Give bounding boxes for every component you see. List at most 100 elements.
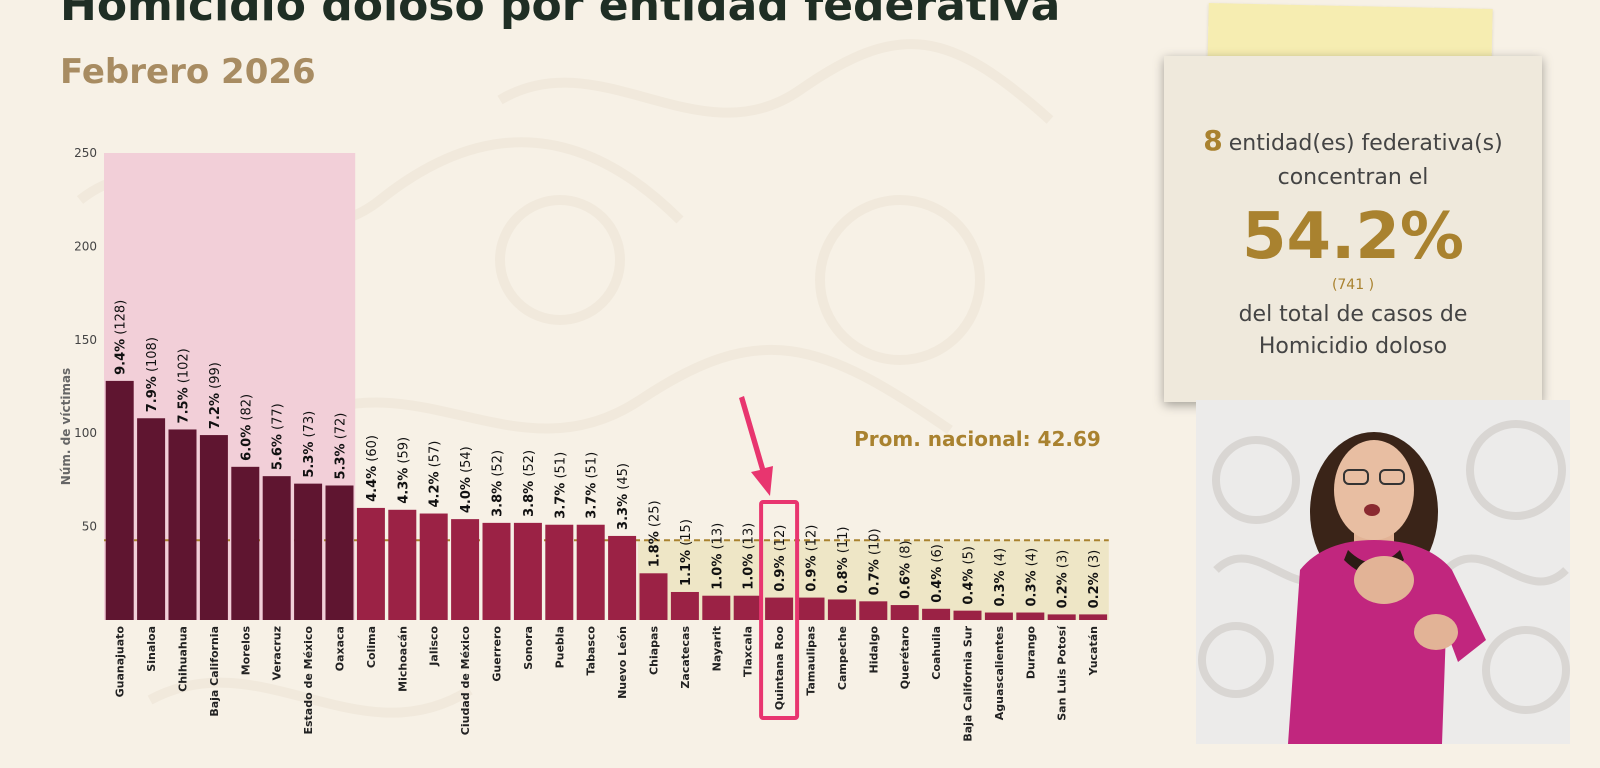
bar: [419, 513, 448, 620]
bar-value-label: 0.7% (10): [867, 528, 882, 595]
bar-percent-label: 4.2%: [428, 471, 443, 507]
bar: [231, 466, 260, 620]
bar-count-label: (72): [334, 413, 349, 444]
x-tick-label: Campeche: [836, 626, 849, 690]
bar-percent-label: 0.9%: [805, 556, 820, 592]
bar: [294, 483, 323, 620]
bar-count-label: (52): [491, 450, 506, 481]
bar-count-label: (52): [522, 450, 537, 481]
x-tick-label: Sinaloa: [145, 626, 158, 672]
bar-count-label: (77): [271, 403, 286, 434]
bar-value-label: 3.8% (52): [491, 450, 506, 517]
bar-value-label: 0.2% (3): [1087, 550, 1102, 609]
bar-percent-label: 0.9%: [773, 556, 788, 592]
bar-count-label: (60): [365, 435, 380, 466]
bar: [1079, 614, 1108, 620]
x-tick-label: Aguascalientes: [993, 626, 1006, 721]
bar: [576, 524, 605, 620]
bar-count-label: (4): [993, 548, 1008, 571]
y-tick-label: 200: [74, 239, 97, 253]
bar-value-label: 4.3% (59): [396, 437, 411, 504]
bar: [765, 597, 794, 620]
bar: [1047, 614, 1076, 620]
bar-count-label: (6): [930, 544, 945, 567]
x-tick-label: Jalisco: [428, 626, 441, 667]
bar-value-label: 7.9% (108): [145, 337, 160, 412]
x-tick-label: Colima: [365, 626, 378, 668]
bar-count-label: (8): [899, 540, 914, 563]
x-tick-label: Durango: [1024, 626, 1037, 680]
bar-percent-label: 4.0%: [459, 477, 474, 513]
bar-percent-label: 0.2%: [1087, 572, 1102, 608]
bar-value-label: 0.9% (12): [805, 525, 820, 592]
bar-percent-label: 5.3%: [334, 443, 349, 479]
x-tick-label: Nayarit: [710, 626, 723, 671]
bar: [608, 535, 637, 620]
x-tick-label: Puebla: [553, 626, 566, 668]
bar: [670, 591, 699, 620]
bar-value-label: 4.0% (54): [459, 446, 474, 513]
bar-percent-label: 1.0%: [742, 554, 757, 590]
bar: [262, 476, 291, 620]
bar-value-label: 1.0% (13): [710, 523, 725, 590]
bar-count-label: (99): [208, 362, 223, 393]
callout-percent: 54.2%: [1241, 200, 1465, 274]
bar-value-label: 0.3% (4): [993, 548, 1008, 607]
x-tick-label: Estado de México: [302, 626, 315, 735]
bar: [199, 435, 228, 620]
bar-count-label: (11): [836, 527, 851, 558]
bar-value-label: 0.2% (3): [1056, 550, 1071, 609]
page-subtitle: Febrero 2026: [60, 52, 316, 92]
bar: [513, 522, 542, 620]
bar-count-label: (12): [773, 525, 788, 556]
bar-percent-label: 4.3%: [396, 468, 411, 504]
bar-count-label: (4): [1024, 548, 1039, 571]
highlight-box: [759, 500, 800, 720]
x-tick-label: Guerrero: [491, 626, 504, 682]
callout-cases: (741 ): [1331, 277, 1375, 293]
bar: [702, 595, 731, 620]
x-tick-label: Tabasco: [585, 626, 598, 676]
bar-value-label: 0.6% (8): [899, 540, 914, 599]
x-tick-label: Coahuila: [930, 626, 943, 680]
bar-percent-label: 0.8%: [836, 557, 851, 593]
bar-count-label: (5): [962, 546, 977, 569]
y-axis-title: Núm. de víctimas: [59, 368, 73, 485]
bar-percent-label: 9.4%: [114, 339, 129, 375]
x-tick-label: Oaxaca: [334, 626, 347, 671]
bar-percent-label: 1.1%: [679, 550, 694, 586]
bar: [796, 597, 825, 620]
x-tick-label: Tamaulipas: [805, 626, 818, 696]
x-tick-label: Baja California Sur: [962, 625, 975, 741]
bar-count-label: (10): [867, 528, 882, 559]
bar-count-label: (13): [710, 523, 725, 554]
x-tick-label: Chihuahua: [177, 626, 190, 692]
bar-count-label: (128): [114, 300, 129, 339]
bar-value-label: 5.6% (77): [271, 403, 286, 470]
bar-chart: 50 100 150 200 250 Núm. de víctimas Prom. naci…: [59, 146, 1109, 742]
bar: [953, 610, 982, 620]
bar-value-label: 3.3% (45): [616, 463, 631, 530]
x-tick-label: Michoacán: [396, 626, 409, 692]
bar-count-label: (51): [553, 452, 568, 483]
bar-count-label: (3): [1056, 550, 1071, 573]
bar: [984, 612, 1013, 620]
bar-count-label: (15): [679, 519, 694, 550]
bar-percent-label: 3.3%: [616, 494, 631, 530]
bar-value-label: 5.3% (72): [334, 413, 349, 480]
bar: [356, 507, 385, 620]
bar-value-label: 0.4% (5): [962, 546, 977, 605]
bar-value-label: 4.2% (57): [428, 441, 443, 508]
x-tick-label: Ciudad de México: [459, 626, 472, 736]
bar-count-label: (59): [396, 437, 411, 468]
bar: [922, 608, 951, 620]
bar-value-label: 5.3% (73): [302, 411, 317, 478]
bar: [388, 509, 417, 620]
bar-count-label: (54): [459, 446, 474, 477]
callout-text-total: del total de casos de: [1238, 302, 1468, 327]
bar-count-label: (82): [239, 394, 254, 425]
bar-percent-label: 0.2%: [1056, 572, 1071, 608]
y-tick-label: 100: [74, 426, 97, 440]
x-tick-label: Quintana Roo: [773, 626, 786, 711]
